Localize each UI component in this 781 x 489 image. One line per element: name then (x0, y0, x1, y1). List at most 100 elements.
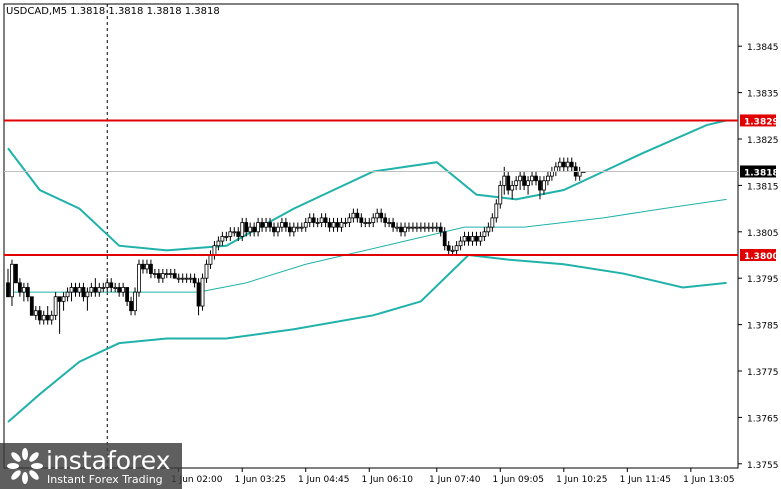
x-tick-label: 1 Jun 10:25 (556, 475, 607, 485)
candle-body (97, 287, 102, 293)
candle-body (224, 236, 229, 238)
candle-body (323, 217, 328, 223)
candle-body (371, 217, 376, 223)
candle-body (89, 287, 94, 293)
candle-body (141, 263, 145, 270)
y-tick-label: 1.3845 (747, 43, 779, 53)
candle-body (347, 217, 352, 223)
x-tick-label: 1 Jun 04:45 (298, 475, 349, 485)
candle-body (395, 226, 399, 229)
candle-body (283, 222, 288, 228)
x-tick-label: 1 Jun 13:05 (683, 475, 734, 485)
candle-body (276, 226, 280, 233)
candle-body (25, 287, 30, 298)
bollinger-lower-line (7, 253, 727, 423)
candle-body (454, 245, 459, 251)
candle-body (458, 240, 463, 247)
candle-body (196, 282, 201, 307)
candle-body (220, 236, 225, 242)
candle-body (204, 263, 209, 279)
level-label-bg (740, 114, 776, 127)
candle-body (319, 217, 324, 223)
candle-body (121, 287, 126, 293)
candle-body (240, 222, 245, 237)
candle-body (526, 180, 530, 186)
instaforex-logo: instaforex Instant Forex Trading (0, 443, 182, 489)
logo-wordmark: instaforex (46, 446, 171, 475)
candle-body (101, 287, 106, 289)
y-tick-label: 1.3785 (747, 322, 779, 332)
candle-body (407, 226, 411, 229)
candle-body (311, 217, 316, 223)
candle-body (351, 212, 356, 219)
candle-body (256, 222, 261, 233)
y-tick-label: 1.3755 (747, 461, 779, 471)
y-tick-label: 1.3825 (747, 136, 779, 146)
candle-body (69, 287, 74, 293)
candle-body (478, 236, 483, 242)
candle-body (105, 282, 110, 288)
candle-body (426, 226, 431, 229)
candle-body (21, 287, 26, 293)
candle-body (307, 217, 312, 223)
y-tick-label: 1.3835 (747, 90, 779, 100)
candle-body (387, 222, 392, 224)
candle-body (470, 236, 475, 242)
candle-body (212, 245, 217, 256)
level-label-bg (740, 249, 776, 261)
candle-body (49, 314, 54, 321)
candle-body (160, 273, 165, 279)
level-label: 1.3800 (744, 252, 779, 262)
candle-body (93, 287, 98, 293)
candle-body (280, 222, 284, 228)
candle-body (232, 231, 237, 234)
candle-body (569, 161, 574, 168)
candle-body (542, 180, 546, 191)
candle-body (168, 273, 173, 275)
candle-body (117, 287, 122, 293)
candle-body (510, 184, 515, 191)
candle-body (133, 291, 137, 312)
candle-body (315, 222, 320, 224)
candle-body (482, 231, 487, 237)
candle-body (295, 226, 300, 229)
candle-body (303, 222, 308, 228)
candle-body (252, 226, 257, 233)
y-tick-label: 1.3765 (747, 414, 779, 424)
candle-body (192, 277, 197, 284)
candle-body (411, 226, 415, 229)
bollinger-middle-line (8, 198, 727, 293)
candle-body (14, 263, 18, 284)
candle-body (260, 222, 264, 228)
candle-body (546, 175, 550, 182)
candle-body (152, 273, 157, 275)
y-tick-label: 1.3775 (747, 368, 779, 378)
candle-body (518, 175, 523, 182)
candle-body (486, 226, 491, 233)
plot-frame (3, 3, 739, 469)
y-tick-label: 1.3815 (747, 182, 779, 192)
candle-body (272, 226, 276, 233)
candle-body (125, 287, 129, 302)
candle-body (538, 180, 542, 191)
candle-body (363, 222, 368, 224)
candle-body (466, 236, 471, 242)
candle-body (61, 296, 66, 302)
x-tick-label: 1 Jun 02:00 (171, 475, 223, 485)
candle-body (184, 277, 189, 280)
candle-body (415, 226, 419, 229)
candle-body (299, 226, 304, 229)
candle-body (10, 263, 14, 298)
candle-body (113, 287, 118, 289)
candle-body (236, 231, 241, 237)
candle-body (228, 231, 233, 237)
candle-body (77, 287, 82, 293)
candle-body (403, 226, 407, 233)
candle-body (359, 217, 364, 223)
candle-body (422, 226, 427, 229)
candle-body (18, 282, 22, 293)
candle-body (137, 263, 141, 293)
candle-body (442, 231, 447, 247)
